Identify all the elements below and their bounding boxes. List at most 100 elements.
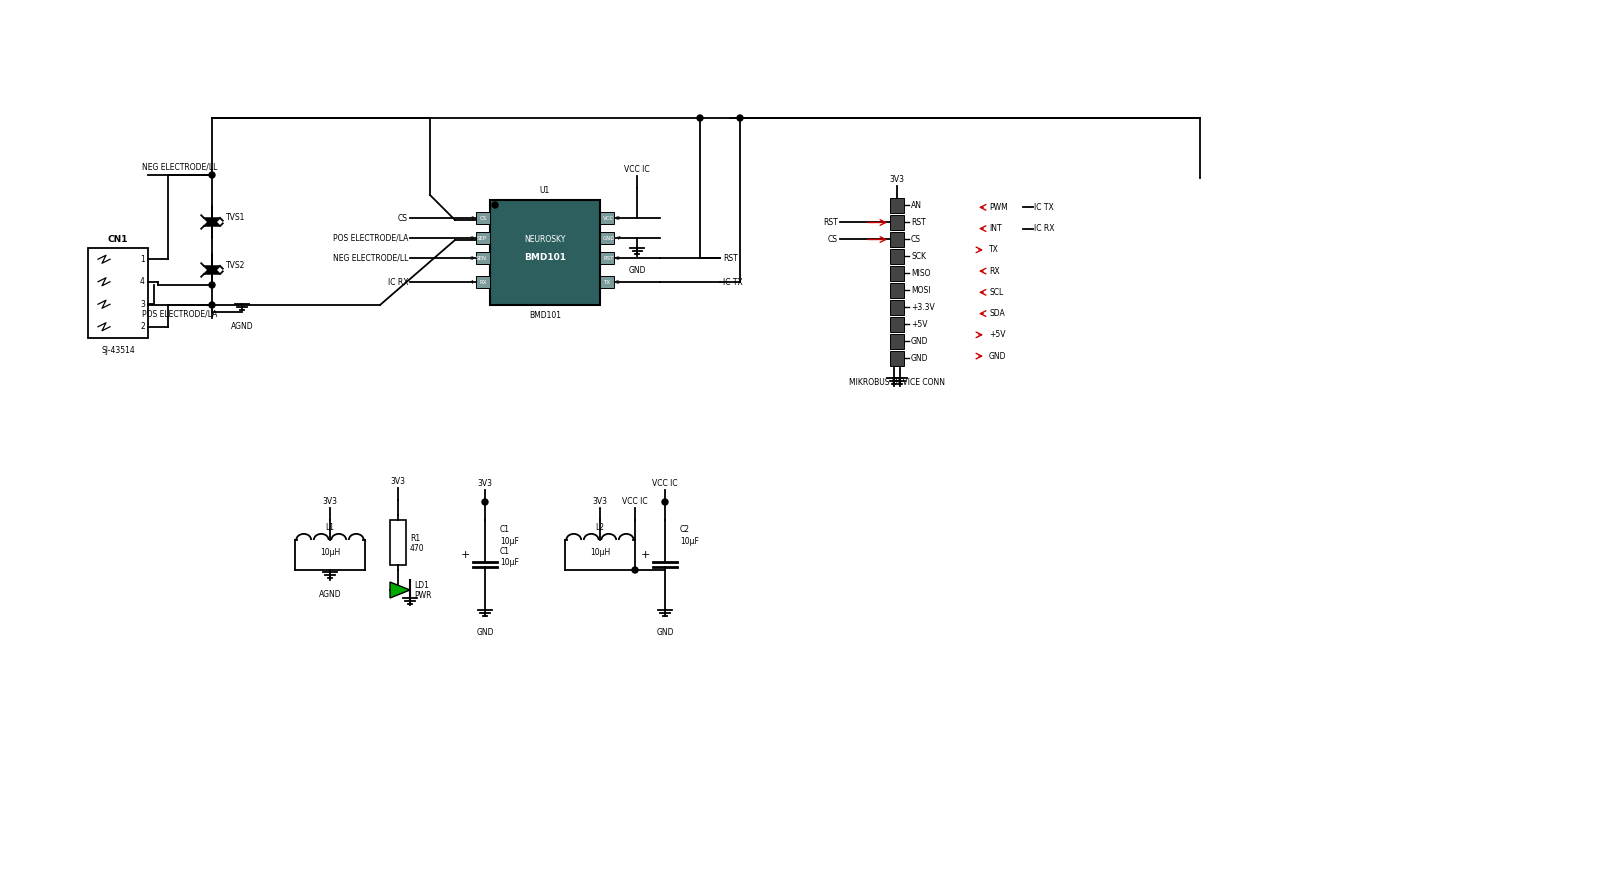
Bar (891, 317, 903, 332)
Polygon shape (205, 266, 221, 274)
Text: BMD101: BMD101 (524, 253, 566, 262)
Text: +: + (641, 550, 651, 561)
Bar (390, 520, 406, 565)
Polygon shape (205, 218, 221, 226)
Text: MISO: MISO (911, 269, 931, 278)
FancyBboxPatch shape (489, 200, 600, 305)
Circle shape (632, 567, 638, 573)
Bar (477, 252, 489, 264)
Polygon shape (205, 218, 221, 226)
Text: TX: TX (990, 246, 999, 254)
Circle shape (662, 499, 668, 505)
Text: SCK: SCK (911, 252, 926, 261)
Text: 10µH: 10µH (320, 548, 341, 557)
Text: LD1: LD1 (414, 582, 429, 591)
Text: CS: CS (480, 215, 488, 220)
Text: CN1: CN1 (107, 235, 128, 244)
Text: 3V3: 3V3 (390, 477, 406, 486)
Text: PWM: PWM (990, 203, 1007, 212)
Text: PWR: PWR (414, 591, 432, 600)
Bar (891, 351, 903, 366)
Bar (600, 212, 614, 224)
Text: C2: C2 (680, 525, 691, 535)
Text: C1: C1 (500, 525, 510, 535)
Text: SDA: SDA (990, 309, 1004, 318)
Text: RX: RX (990, 267, 999, 275)
Bar (891, 198, 903, 213)
Text: TX: TX (603, 280, 609, 285)
Text: SCL: SCL (990, 287, 1003, 297)
Text: GND: GND (911, 354, 929, 363)
Text: C1
10µF: C1 10µF (500, 547, 518, 567)
Text: VCC IC: VCC IC (652, 479, 678, 488)
Text: NEUROSKY: NEUROSKY (524, 235, 566, 245)
Text: RST: RST (911, 218, 926, 227)
Text: RST: RST (603, 255, 614, 260)
Text: 4: 4 (470, 280, 473, 285)
Text: MIKROBUS DEVICE CONN: MIKROBUS DEVICE CONN (849, 378, 945, 387)
Text: SEN: SEN (477, 255, 488, 260)
Bar (600, 276, 614, 288)
Text: U1: U1 (540, 186, 550, 195)
Text: L1: L1 (326, 523, 334, 532)
Text: GND: GND (656, 628, 673, 638)
Text: 470: 470 (409, 544, 425, 553)
Circle shape (481, 499, 488, 505)
Bar (600, 232, 614, 244)
Text: 3V3: 3V3 (323, 497, 337, 506)
Text: 3: 3 (141, 300, 146, 308)
Text: L2: L2 (595, 523, 604, 532)
Text: 4: 4 (141, 277, 146, 287)
Text: IC RX: IC RX (387, 278, 408, 287)
Text: 3V3: 3V3 (889, 175, 905, 184)
Text: 1: 1 (141, 254, 146, 264)
Bar (477, 212, 489, 224)
Text: NEG ELECTRODE/LL: NEG ELECTRODE/LL (333, 253, 408, 262)
Bar (477, 276, 489, 288)
Text: VCC IC: VCC IC (622, 497, 648, 506)
Text: 8: 8 (616, 215, 620, 220)
Text: GND: GND (603, 235, 616, 240)
Text: TVS1: TVS1 (225, 213, 245, 221)
Text: +5V: +5V (990, 330, 1006, 340)
Text: 3V3: 3V3 (593, 497, 608, 506)
Text: RST: RST (723, 253, 737, 262)
Text: AGND: AGND (318, 591, 341, 599)
Polygon shape (390, 582, 409, 598)
Text: POS ELECTRODE/LA: POS ELECTRODE/LA (142, 309, 217, 318)
Text: RX: RX (480, 280, 488, 285)
Text: CS: CS (828, 235, 838, 244)
Text: 2: 2 (141, 322, 146, 331)
Text: 6: 6 (616, 255, 620, 260)
Text: NEG ELECTRODE/LL: NEG ELECTRODE/LL (142, 162, 217, 171)
Text: CS: CS (911, 235, 921, 244)
Circle shape (209, 282, 214, 288)
Text: BMD101: BMD101 (529, 311, 561, 320)
Circle shape (697, 115, 704, 121)
Circle shape (492, 202, 497, 208)
Text: GND: GND (990, 352, 1006, 361)
Bar (88, 248, 149, 338)
Text: R1: R1 (409, 534, 421, 543)
Text: SEP: SEP (477, 235, 488, 240)
Text: IC TX: IC TX (723, 278, 744, 287)
Text: 10µF: 10µF (680, 537, 699, 546)
Text: 5: 5 (616, 280, 620, 285)
Text: CS: CS (398, 213, 408, 222)
Text: 3: 3 (470, 255, 473, 260)
Bar (891, 215, 903, 230)
Bar (891, 266, 903, 281)
Text: TVS2: TVS2 (225, 260, 245, 269)
Bar (891, 232, 903, 247)
Text: IC RX: IC RX (1035, 224, 1054, 233)
Text: 7: 7 (616, 235, 620, 240)
Bar (477, 232, 489, 244)
Text: +: + (461, 550, 470, 561)
Text: INT: INT (990, 224, 1001, 233)
Bar (891, 249, 903, 264)
Text: POS ELECTRODE/LA: POS ELECTRODE/LA (333, 233, 408, 242)
Text: MOSI: MOSI (911, 286, 931, 295)
Text: IC TX: IC TX (1035, 203, 1054, 212)
Circle shape (209, 172, 214, 178)
Text: RST: RST (823, 218, 838, 227)
